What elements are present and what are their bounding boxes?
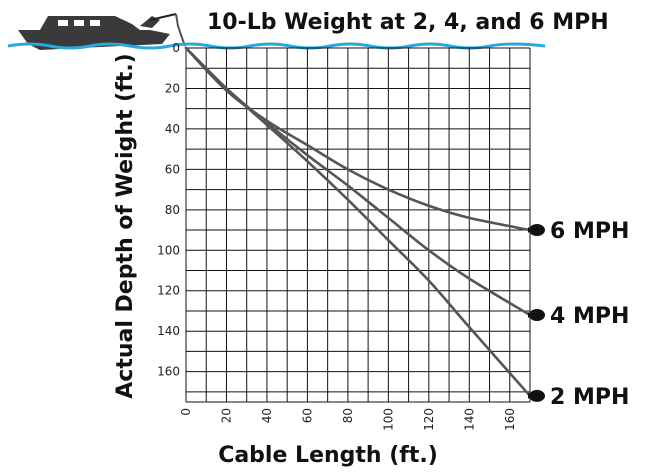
x-tick-label: 60: [300, 408, 314, 423]
weight-icon: [529, 224, 545, 237]
weight-icon: [529, 389, 545, 402]
x-tick-label: 0: [179, 408, 193, 416]
weight-icon: [528, 224, 545, 237]
weight-icon: [528, 392, 532, 399]
series-label-2-mph: 2 MPH: [550, 385, 629, 410]
x-tick-labels: 0 20 40 60 80 100 120 140 160: [179, 408, 517, 431]
y-tick-label: 20: [165, 81, 180, 95]
x-tick-label: 40: [260, 408, 274, 423]
y-tick-label: 120: [157, 284, 180, 298]
x-tick-label: 120: [422, 408, 436, 431]
grid: [185, 47, 531, 403]
y-tick-label: 160: [157, 365, 180, 379]
y-tick-labels: 0 20 40 60 80 100 120 140 160: [157, 41, 180, 379]
weight-icon: [529, 309, 545, 322]
x-tick-label: 100: [381, 408, 395, 431]
series-lines: [184, 46, 532, 398]
water-line: [7, 42, 546, 50]
weight-icon: [528, 389, 545, 402]
weight-icon: [528, 227, 532, 234]
x-tick-label: 160: [503, 408, 517, 431]
boat-icon: [18, 13, 186, 50]
y-axis-label: Actual Depth of Weight (ft.): [113, 53, 138, 399]
x-tick-label: 140: [462, 408, 476, 431]
y-tick-label: 80: [165, 203, 180, 217]
series-line-6-mph: [184, 46, 532, 232]
weight-icon: [528, 309, 545, 322]
weight-icon: [528, 312, 532, 319]
series-label-4-mph: 4 MPH: [550, 304, 629, 329]
y-tick-label: 40: [165, 122, 180, 136]
y-tick-label: 140: [157, 324, 180, 338]
series-labels: 2 MPH 4 MPH 6 MPH: [550, 219, 629, 410]
y-tick-label: 60: [165, 162, 180, 176]
x-axis-label: Cable Length (ft.): [218, 443, 438, 468]
weight-markers: [528, 224, 545, 402]
x-tick-label: 80: [341, 408, 355, 423]
chart-title: 10-Lb Weight at 2, 4, and 6 MPH: [207, 10, 609, 35]
y-tick-label: 0: [172, 41, 180, 55]
x-tick-label: 20: [219, 408, 233, 423]
series-label-6-mph: 6 MPH: [550, 219, 629, 244]
y-tick-label: 100: [157, 243, 180, 257]
